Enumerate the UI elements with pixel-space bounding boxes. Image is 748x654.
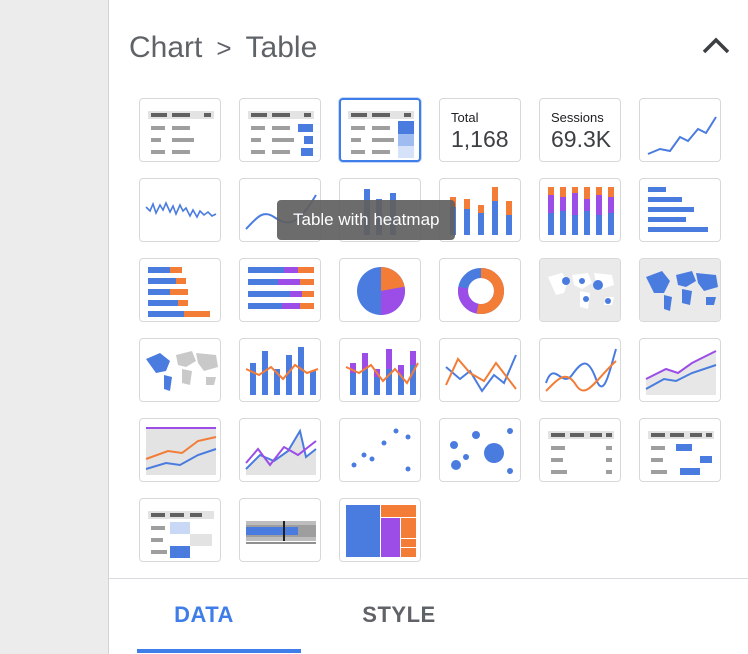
chart-type-pie[interactable] bbox=[339, 258, 421, 322]
chart-type-bar[interactable] bbox=[639, 178, 721, 242]
chart-type-geo-chart[interactable] bbox=[639, 258, 721, 322]
chart-type-scorecard[interactable]: Total 1,168 bbox=[439, 98, 521, 162]
tabs-divider bbox=[109, 578, 748, 579]
chart-type-area[interactable] bbox=[639, 338, 721, 402]
left-canvas-area bbox=[0, 0, 108, 654]
chart-type-time-series[interactable] bbox=[639, 98, 721, 162]
chart-type-table-with-heatmap[interactable] bbox=[339, 98, 421, 162]
chart-type-pivot-table-with-bars[interactable] bbox=[639, 418, 721, 482]
chart-properties-panel: Chart > Table bbox=[108, 0, 748, 654]
active-tab-indicator bbox=[137, 649, 301, 653]
panel-tabs: DATA STYLE bbox=[109, 579, 748, 654]
pivot-table-icon bbox=[548, 431, 614, 474]
scorecard-value: 1,168 bbox=[451, 126, 509, 152]
sparkline-icon bbox=[145, 201, 217, 219]
filled-map-icon bbox=[146, 351, 218, 391]
chart-type-stacked-combo[interactable] bbox=[339, 338, 421, 402]
stacked-area-icon bbox=[145, 427, 217, 475]
chart-type-scatter[interactable] bbox=[339, 418, 421, 482]
time-series-icon bbox=[647, 116, 717, 155]
collapse-button[interactable] bbox=[698, 28, 734, 64]
table-icon bbox=[148, 111, 214, 154]
chart-type-scorecard-compact[interactable]: Sessions 69.3K bbox=[539, 98, 621, 162]
pivot-table-heatmap-icon bbox=[148, 511, 214, 558]
breadcrumb-chart: Chart bbox=[129, 31, 203, 64]
chart-type-stacked-bar[interactable] bbox=[139, 258, 221, 322]
chart-type-table-with-bars[interactable] bbox=[239, 98, 321, 162]
bullet-chart-icon bbox=[246, 521, 316, 544]
table-heatmap-icon bbox=[348, 111, 414, 158]
chart-type-table[interactable] bbox=[139, 98, 221, 162]
chart-type-smoothed-line[interactable] bbox=[539, 338, 621, 402]
percent-stacked-area-icon bbox=[245, 428, 317, 475]
pie-chart-icon bbox=[357, 267, 405, 315]
chart-type-filled-map[interactable] bbox=[139, 338, 221, 402]
chart-type-line[interactable] bbox=[439, 338, 521, 402]
bar-chart-icon bbox=[648, 187, 708, 232]
scatter-chart-icon bbox=[351, 428, 411, 472]
chevron-right-icon: > bbox=[216, 33, 232, 63]
chart-type-donut[interactable] bbox=[439, 258, 521, 322]
line-chart-icon bbox=[445, 354, 517, 393]
chart-type-tooltip: Table with heatmap bbox=[277, 200, 456, 240]
tab-style[interactable]: STYLE bbox=[362, 602, 436, 627]
scorecard-label: Sessions bbox=[551, 110, 604, 125]
percent-stacked-bar-icon bbox=[248, 267, 314, 309]
chart-type-stacked-area[interactable] bbox=[139, 418, 221, 482]
breadcrumb: Chart > Table bbox=[129, 28, 317, 68]
area-chart-icon bbox=[645, 350, 717, 395]
scorecard-label: Total bbox=[451, 110, 479, 125]
bubble-map-icon bbox=[540, 259, 620, 321]
chart-type-pivot-table-with-heatmap[interactable] bbox=[139, 498, 221, 562]
chart-type-100-stacked-area[interactable] bbox=[239, 418, 321, 482]
bubble-chart-icon bbox=[450, 428, 513, 474]
combo-chart-icon bbox=[245, 347, 319, 395]
chart-type-treemap[interactable] bbox=[339, 498, 421, 562]
pivot-table-bars-icon bbox=[648, 431, 714, 475]
smoothed-line-chart-icon bbox=[545, 348, 617, 392]
chart-type-100-stacked-bar[interactable] bbox=[239, 258, 321, 322]
chart-type-bubble[interactable] bbox=[439, 418, 521, 482]
treemap-icon bbox=[346, 505, 416, 557]
donut-chart-icon bbox=[458, 268, 504, 314]
chevron-up-icon bbox=[702, 37, 730, 54]
stacked-bar-icon bbox=[148, 267, 210, 317]
scorecard-value: 69.3K bbox=[551, 126, 612, 152]
geo-map-icon bbox=[640, 259, 720, 321]
breadcrumb-table: Table bbox=[245, 31, 318, 64]
percent-stacked-column-icon bbox=[548, 187, 614, 235]
chart-type-sparkline[interactable] bbox=[139, 178, 221, 242]
chart-type-google-maps-bubble[interactable] bbox=[539, 258, 621, 322]
stacked-combo-icon bbox=[345, 349, 419, 395]
chart-type-pivot-table[interactable] bbox=[539, 418, 621, 482]
chart-type-100-stacked-column[interactable] bbox=[539, 178, 621, 242]
chart-type-bullet[interactable] bbox=[239, 498, 321, 562]
chart-type-combo[interactable] bbox=[239, 338, 321, 402]
table-bars-icon bbox=[248, 111, 314, 156]
tab-data[interactable]: DATA bbox=[174, 602, 234, 627]
